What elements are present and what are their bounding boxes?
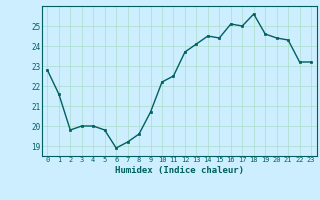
X-axis label: Humidex (Indice chaleur): Humidex (Indice chaleur) — [115, 166, 244, 175]
